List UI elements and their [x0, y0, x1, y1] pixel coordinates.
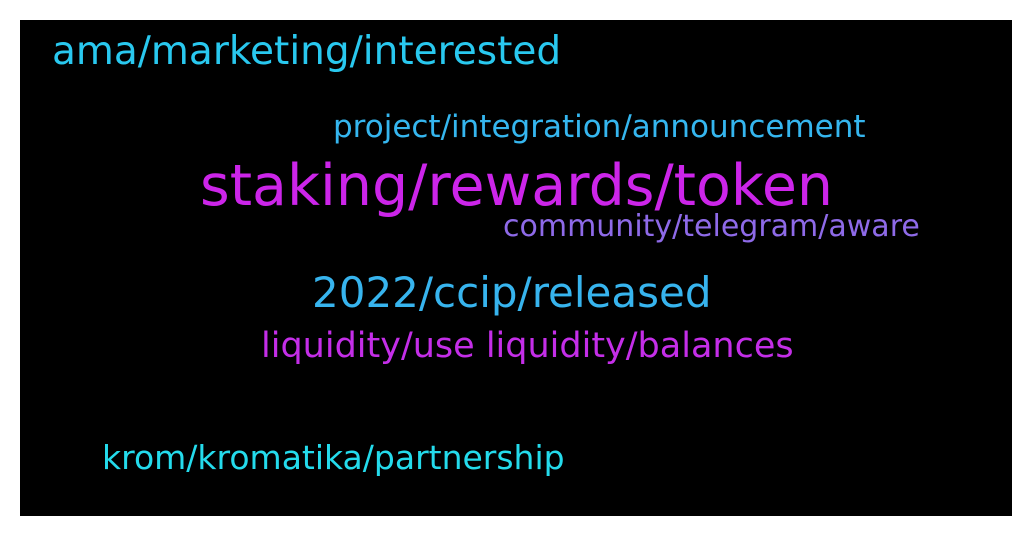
cloud-word: 2022/ccip/released: [312, 268, 712, 317]
cloud-word: staking/rewards/token: [200, 153, 834, 219]
cloud-word: community/telegram/aware: [503, 209, 920, 244]
cloud-word: liquidity/use liquidity/balances: [261, 326, 794, 366]
cloud-word: ama/marketing/interested: [52, 29, 562, 74]
word-cloud: ama/marketing/interested project/integra…: [20, 20, 1012, 516]
cloud-word: project/integration/announcement: [333, 109, 866, 145]
cloud-word: krom/kromatika/partnership: [102, 438, 565, 477]
